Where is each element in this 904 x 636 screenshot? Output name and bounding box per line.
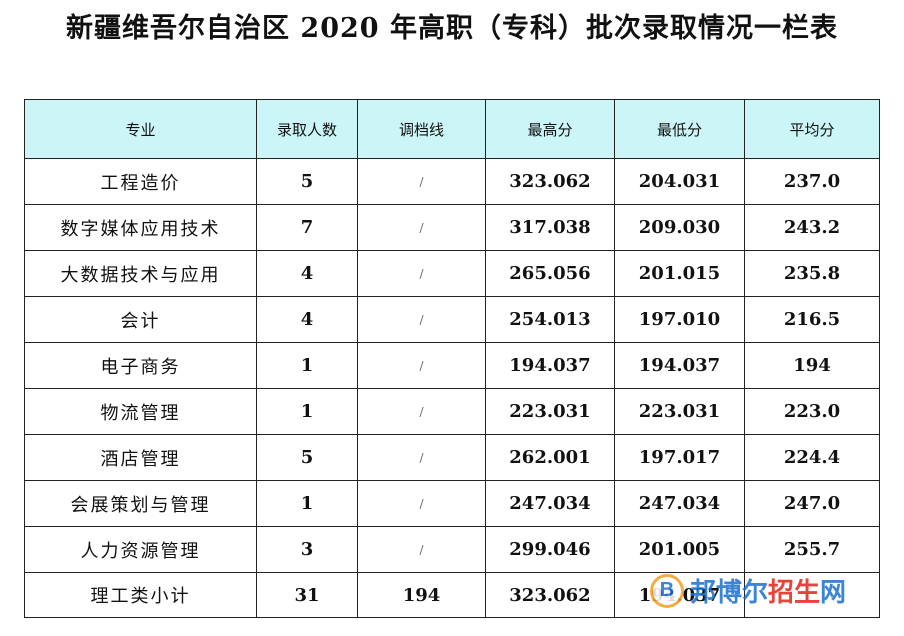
watermark-text-a: 邦博尔 bbox=[690, 578, 769, 608]
cell-min: 197.010 bbox=[614, 296, 745, 343]
table-row: 人力资源管理 3 / 299.046 201.005 255.7 bbox=[24, 526, 880, 573]
site-watermark: B 邦博尔招生网 bbox=[650, 572, 846, 609]
cell-count: 4 bbox=[256, 296, 358, 343]
cell-max: 299.046 bbox=[485, 526, 615, 573]
cell-major: 会计 bbox=[24, 296, 257, 343]
cell-count: 4 bbox=[256, 250, 358, 297]
admission-table: 专业 录取人数 调档线 最高分 最低分 平均分 工程造价 5 / 323.062… bbox=[24, 99, 880, 618]
header-count: 录取人数 bbox=[256, 99, 358, 159]
cell-count: 1 bbox=[256, 480, 358, 527]
cell-avg: 243.2 bbox=[744, 204, 880, 251]
watermark-text-c: 网 bbox=[820, 578, 847, 608]
cell-max: 254.013 bbox=[485, 296, 615, 343]
subtotal-avg bbox=[744, 572, 880, 618]
cell-major: 酒店管理 bbox=[24, 434, 257, 481]
table-row: 电子商务 1 / 194.037 194.037 194 bbox=[24, 342, 880, 389]
cell-min: 204.031 bbox=[614, 158, 745, 205]
cell-major: 大数据技术与应用 bbox=[24, 250, 257, 297]
cell-major: 物流管理 bbox=[24, 388, 257, 435]
table-row: 工程造价 5 / 323.062 204.031 237.0 bbox=[24, 158, 880, 205]
cell-max: 194.037 bbox=[485, 342, 615, 389]
cell-avg: 255.7 bbox=[744, 526, 880, 573]
table-row: 会展策划与管理 1 / 247.034 247.034 247.0 bbox=[24, 480, 880, 527]
cell-major: 会展策划与管理 bbox=[24, 480, 257, 527]
cell-count: 1 bbox=[256, 342, 358, 389]
site-logo-icon: B bbox=[650, 573, 684, 608]
subtotal-count: 31 bbox=[256, 572, 358, 618]
cell-avg: 235.8 bbox=[744, 250, 880, 297]
cell-major: 人力资源管理 bbox=[24, 526, 257, 573]
cell-max: 317.038 bbox=[485, 204, 615, 251]
subtotal-line: 194 bbox=[357, 572, 486, 618]
table-row: 酒店管理 5 / 262.001 197.017 224.4 bbox=[24, 434, 880, 481]
table-row: 会计 4 / 254.013 197.010 216.5 bbox=[24, 296, 880, 343]
cell-line: / bbox=[357, 342, 486, 389]
cell-avg: 216.5 bbox=[744, 296, 880, 343]
cell-min: 223.031 bbox=[614, 388, 745, 435]
cell-count: 5 bbox=[256, 158, 358, 205]
page-title: 新疆维吾尔自治区 2020 年高职（专科）批次录取情况一栏表 bbox=[66, 13, 838, 44]
cell-major: 电子商务 bbox=[24, 342, 257, 389]
cell-line: / bbox=[357, 434, 486, 481]
cell-min: 197.017 bbox=[614, 434, 745, 481]
cell-max: 262.001 bbox=[485, 434, 615, 481]
cell-count: 5 bbox=[256, 434, 358, 481]
cell-count: 3 bbox=[256, 526, 358, 573]
cell-line: / bbox=[357, 250, 486, 297]
cell-line: / bbox=[357, 526, 486, 573]
header-min: 最低分 bbox=[614, 99, 745, 159]
subtotal-max: 323.062 bbox=[485, 572, 615, 618]
header-max: 最高分 bbox=[485, 99, 615, 159]
table-row: 数字媒体应用技术 7 / 317.038 209.030 243.2 bbox=[24, 204, 880, 251]
cell-avg: 223.0 bbox=[744, 388, 880, 435]
watermark-text: 邦博尔招生网 bbox=[690, 572, 846, 609]
table-row: 物流管理 1 / 223.031 223.031 223.0 bbox=[24, 388, 880, 435]
cell-line: / bbox=[357, 158, 486, 205]
cell-count: 7 bbox=[256, 204, 358, 251]
cell-major: 数字媒体应用技术 bbox=[24, 204, 257, 251]
cell-line: / bbox=[357, 480, 486, 527]
cell-min: 201.005 bbox=[614, 526, 745, 573]
subtotal-label: 理工类小计 bbox=[24, 572, 257, 618]
cell-max: 247.034 bbox=[485, 480, 615, 527]
cell-line: / bbox=[357, 204, 486, 251]
cell-max: 223.031 bbox=[485, 388, 615, 435]
table-row: 大数据技术与应用 4 / 265.056 201.015 235.8 bbox=[24, 250, 880, 297]
cell-min: 247.034 bbox=[614, 480, 745, 527]
header-line: 调档线 bbox=[357, 99, 486, 159]
cell-min: 201.015 bbox=[614, 250, 745, 297]
subtotal-row: 理工类小计 31 194 323.062 194.037 bbox=[24, 572, 880, 618]
cell-avg: 224.4 bbox=[744, 434, 880, 481]
header-row: 专业 录取人数 调档线 最高分 最低分 平均分 bbox=[24, 99, 880, 159]
cell-max: 265.056 bbox=[485, 250, 615, 297]
header-avg: 平均分 bbox=[744, 99, 880, 159]
cell-avg: 237.0 bbox=[744, 158, 880, 205]
cell-line: / bbox=[357, 296, 486, 343]
cell-avg: 247.0 bbox=[744, 480, 880, 527]
header-major: 专业 bbox=[24, 99, 257, 159]
cell-min: 209.030 bbox=[614, 204, 745, 251]
cell-major: 工程造价 bbox=[24, 158, 257, 205]
cell-line: / bbox=[357, 388, 486, 435]
cell-count: 1 bbox=[256, 388, 358, 435]
cell-max: 323.062 bbox=[485, 158, 615, 205]
cell-min: 194.037 bbox=[614, 342, 745, 389]
watermark-text-b: 招生 bbox=[768, 578, 821, 608]
cell-avg: 194 bbox=[744, 342, 880, 389]
